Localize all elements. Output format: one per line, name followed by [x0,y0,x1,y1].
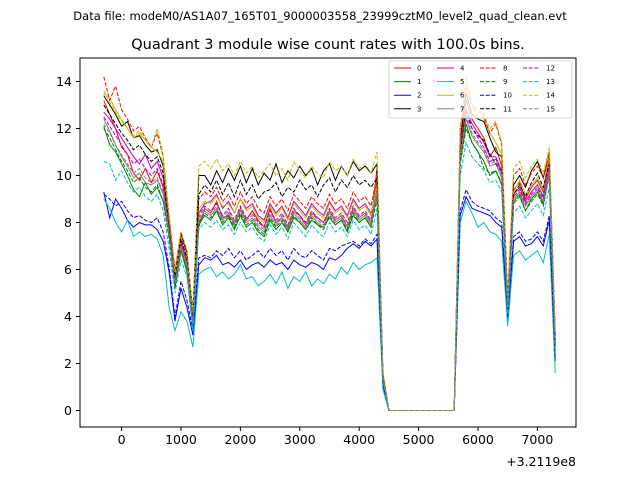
legend-label-7: 7 [460,105,464,113]
y-tick-label: 6 [64,262,72,277]
legend-label-14: 14 [546,92,555,100]
series-line-9 [103,126,556,411]
x-axis: 0 1000 2000 3000 4000 5000 6000 7000 [118,427,553,447]
y-tick-label: 4 [64,309,72,324]
series-line-12 [103,112,556,411]
legend-label-15: 15 [546,105,555,113]
series-layer [103,76,556,411]
y-tick-label: 8 [64,215,72,230]
legend-label-8: 8 [503,65,507,73]
series-line-2 [103,191,556,411]
y-tick-label: 10 [56,168,72,183]
y-tick-label: 2 [64,356,72,371]
series-line-15 [103,116,556,411]
legend-label-11: 11 [503,105,512,113]
chart-suptitle: Data file: modeM0/AS1A07_165T01_90000035… [73,9,567,23]
series-line-11 [103,104,556,411]
x-tick-label: 5000 [403,432,435,447]
x-tick-label: 6000 [462,432,494,447]
legend-label-12: 12 [546,65,555,73]
series-line-13 [103,140,556,411]
x-tick-label: 1000 [165,432,197,447]
legend-label-4: 4 [460,65,465,73]
y-axis: 0 2 4 6 8 10 12 14 [56,74,80,418]
legend-label-6: 6 [460,92,465,100]
y-tick-label: 14 [56,74,72,89]
x-tick-label: 4000 [343,432,375,447]
legend-label-2: 2 [417,92,421,100]
legend-label-9: 9 [503,78,507,86]
x-tick-label: 2000 [224,432,256,447]
y-tick-label: 12 [56,121,72,136]
series-line-5 [103,198,556,411]
legend-label-5: 5 [460,78,464,86]
legend-label-1: 1 [417,78,421,86]
legend-label-13: 13 [546,78,555,86]
x-tick-label: 7000 [521,432,553,447]
plot-area [79,57,577,428]
axes-frame [79,57,577,428]
chart-title: Quadrant 3 module wise count rates with … [131,37,525,53]
x-tick-label: 0 [118,432,126,447]
series-line-10 [103,188,556,411]
legend-label-10: 10 [503,92,512,100]
x-axis-offset-text: +3.2119e8 [506,454,576,469]
x-tick-label: 3000 [284,432,316,447]
legend-label-0: 0 [417,65,421,73]
y-tick-label: 0 [64,403,72,418]
legend-label-3: 3 [417,105,421,113]
legend-box [388,60,573,119]
